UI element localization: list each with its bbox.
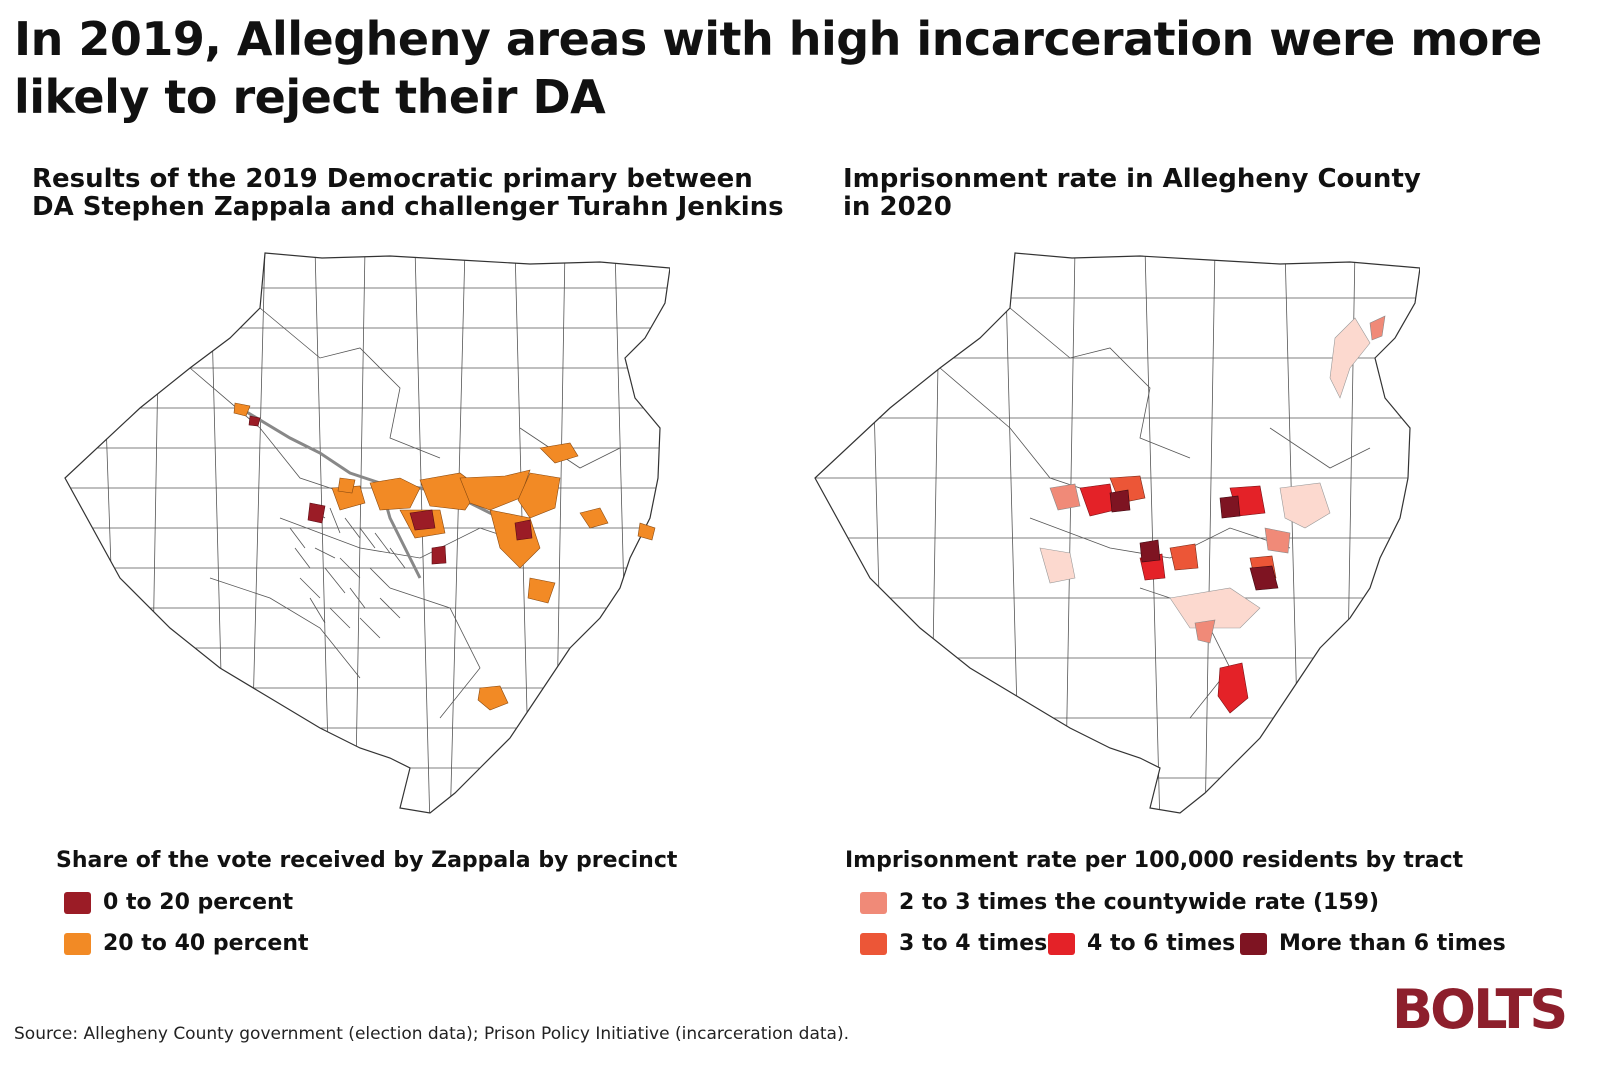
imprisonment-rate-map (814, 252, 1420, 814)
legend-swatch (860, 891, 887, 914)
right-legend-title: Imprisonment rate per 100,000 residents … (845, 848, 1464, 873)
legend-label: 20 to 40 percent (103, 931, 309, 956)
precinct-boundaries (65, 253, 670, 813)
bolts-logo: BOLTS (1392, 978, 1568, 1041)
legend-item-20-40: 20 to 40 percent (64, 931, 309, 956)
legend-item-2-3: 2 to 3 times the countywide rate (159) (860, 890, 1379, 915)
tier2-tracts (1049, 315, 1386, 644)
darkred-precincts (248, 415, 533, 565)
tier1-tracts (1039, 317, 1371, 629)
election-results-map (64, 252, 670, 814)
county-outline (814, 252, 1420, 814)
left-map-subtitle: Results of the 2019 Democratic primary b… (32, 164, 784, 222)
legend-item-0-20: 0 to 20 percent (64, 890, 293, 915)
source-note: Source: Allegheny County government (ele… (14, 1024, 850, 1044)
legend-item-6-plus: More than 6 times (1240, 931, 1506, 956)
right-map-subtitle: Imprisonment rate in Allegheny County in… (843, 164, 1421, 222)
county-outline (64, 252, 670, 814)
legend-swatch (860, 932, 887, 955)
tract-boundaries (815, 253, 1420, 813)
legend-label: 2 to 3 times the countywide rate (159) (899, 890, 1379, 915)
legend-label: More than 6 times (1279, 931, 1506, 956)
legend-label: 3 to 4 times (899, 931, 1048, 956)
legend-label: 4 to 6 times (1087, 931, 1236, 956)
tier5-tracts (1109, 489, 1279, 591)
tier4-tracts (1079, 483, 1266, 714)
main-title: In 2019, Allegheny areas with high incar… (14, 12, 1542, 124)
legend-swatch (64, 891, 91, 914)
legend-swatch (1240, 932, 1267, 955)
legend-swatch (1048, 932, 1075, 955)
left-legend-title: Share of the vote received by Zappala by… (56, 848, 678, 873)
legend-label: 0 to 20 percent (103, 890, 294, 915)
legend-item-4-6: 4 to 6 times (1048, 931, 1235, 956)
legend-item-3-4: 3 to 4 times (860, 931, 1047, 956)
legend-swatch (64, 932, 91, 955)
